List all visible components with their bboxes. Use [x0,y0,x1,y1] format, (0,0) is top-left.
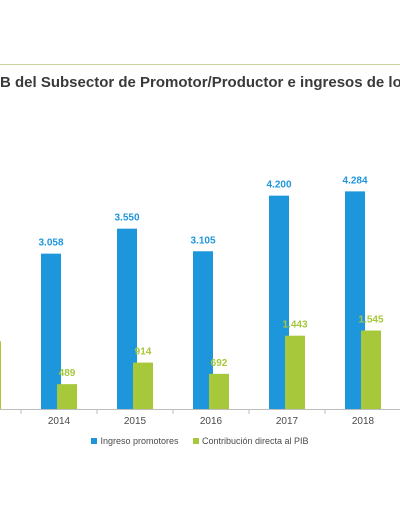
x-tick-label-2018: 2018 [352,416,375,427]
data-label-ingreso-2018: 4.284 [342,175,367,186]
legend-item-contribucion-pib: Contribución directa al PIB [193,436,309,446]
x-tick-label-2015: 2015 [124,416,147,427]
data-label-ingreso-2014: 3.058 [38,238,63,249]
bar-contribucion-2018 [361,330,381,409]
bar-contribucion-2017 [285,335,305,409]
bar-ingreso-2015 [117,228,137,409]
legend-item-ingreso-promotores: Ingreso promotores [91,436,178,446]
bar-contribucion-2013 [0,341,1,409]
data-label-contribucion-2015: 914 [135,347,152,358]
x-tick-label-2017: 2017 [276,416,299,427]
legend-label-ingreso-promotores: Ingreso promotores [100,436,179,446]
data-label-contribucion-2017: 1.443 [282,320,307,331]
x-tick-label-2014: 2014 [48,416,71,427]
bar-ingreso-2014 [41,253,61,409]
bar-ingreso-2018 [345,191,365,409]
data-label-ingreso-2016: 3.105 [190,235,215,246]
bar-contribucion-2016 [209,373,229,409]
data-label-contribucion-2016: 692 [211,358,228,369]
bar-ingreso-2017 [269,195,289,409]
data-label-ingreso-2015: 3.550 [114,213,139,224]
chart-legend: Ingreso promotores Contribución directa … [0,436,400,446]
legend-swatch-blue [91,438,98,444]
title-divider [0,64,400,65]
data-label-ingreso-2017: 4.200 [266,180,291,191]
legend-swatch-green [193,438,199,444]
chart-title: B del Subsector de Promotor/Productor e … [0,74,400,91]
bar-ingreso-2016 [193,251,213,409]
data-label-contribucion-2018: 1.545 [358,315,383,326]
bar-contribucion-2015 [133,362,153,409]
bar-contribucion-2014 [57,384,77,409]
data-label-contribucion-2014: 489 [59,368,76,379]
x-tick-label-2016: 2016 [200,416,223,427]
legend-label-contribucion-pib: Contribución directa al PIB [202,436,309,446]
